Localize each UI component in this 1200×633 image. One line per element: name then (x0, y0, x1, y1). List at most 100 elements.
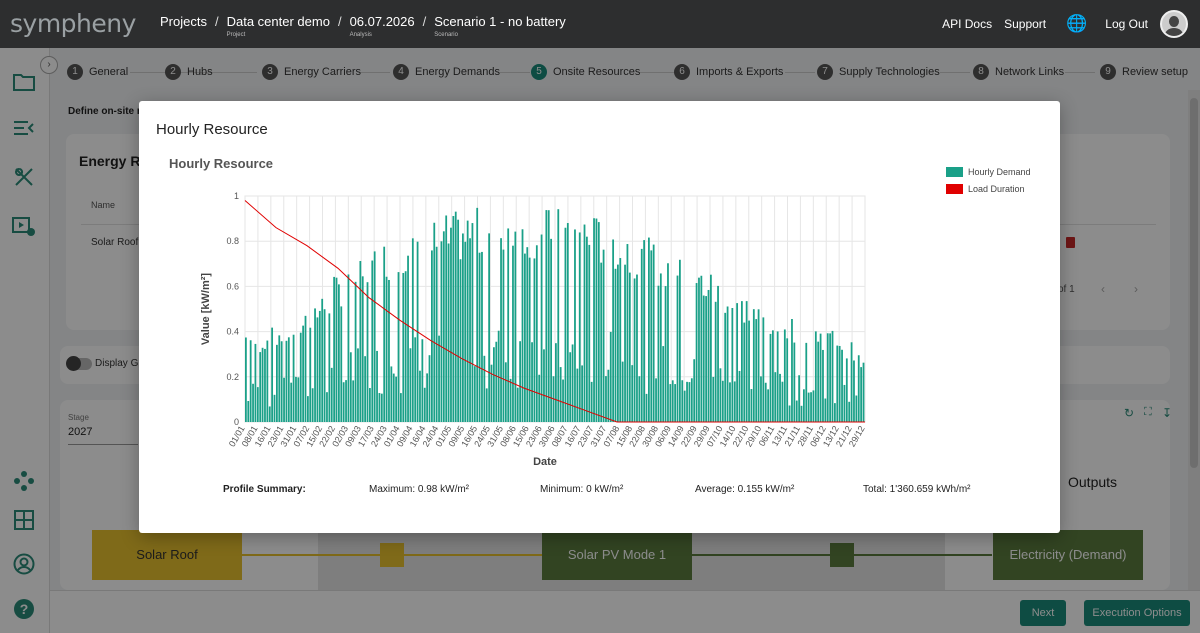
outputs-label: Outputs (1068, 474, 1118, 490)
demand-bar (724, 312, 727, 422)
demand-bar (271, 327, 274, 422)
y-tick-label: 0.2 (226, 372, 239, 382)
demand-bar (698, 277, 700, 422)
demand-bar (414, 337, 417, 422)
demand-bar (285, 340, 288, 422)
folder-icon[interactable] (12, 72, 36, 96)
demand-bar (543, 349, 545, 422)
refresh-icon[interactable]: ↻ (1124, 406, 1135, 420)
play-settings-icon[interactable] (12, 216, 36, 240)
app-logo[interactable]: sympheny (10, 9, 136, 38)
demand-bar (583, 224, 586, 422)
hub-network-icon[interactable] (12, 470, 36, 494)
tools-icon[interactable] (12, 166, 36, 190)
demand-bar (321, 298, 324, 422)
legend-item-hourly-demand[interactable]: Hourly Demand (946, 163, 1031, 180)
load-duration-line (244, 200, 865, 423)
avatar[interactable] (1160, 10, 1188, 38)
demand-bar (743, 322, 746, 422)
list-icon[interactable] (12, 118, 36, 142)
demand-bar (502, 249, 505, 422)
breadcrumb-scenario[interactable]: Scenario 1 - no battery Scenario (434, 14, 566, 38)
display-toggle-switch[interactable] (66, 356, 92, 371)
download-icon[interactable]: ↧ (1162, 406, 1173, 420)
step-imports-exports[interactable]: 6 Imports & Exports (674, 64, 783, 80)
demand-bar (538, 374, 541, 422)
demand-bar (829, 333, 832, 422)
demand-bar (326, 392, 328, 422)
demand-bar (526, 247, 529, 422)
demand-bar (485, 388, 488, 422)
demand-bar (731, 308, 734, 422)
next-button[interactable]: Next (1020, 600, 1066, 626)
breadcrumb-project[interactable]: Data center demo Project (226, 14, 330, 38)
y-tick-label: 0.4 (226, 327, 239, 337)
demand-bar (442, 231, 445, 422)
chart-legend: Hourly Demand Load Duration (946, 163, 1031, 197)
flow-tech-solar-pv[interactable]: Solar PV Mode 1 (542, 530, 692, 580)
demand-bar (738, 370, 741, 422)
name-column-header: Name (91, 200, 116, 210)
demand-bar (316, 317, 319, 422)
help-icon[interactable]: ? (12, 598, 36, 622)
resource-row-name[interactable]: Solar Roof (91, 237, 139, 248)
breadcrumb-analysis[interactable]: 06.07.2026 Analysis (349, 14, 415, 38)
demand-bar (776, 331, 779, 422)
step-onsite-resources[interactable]: 5 Onsite Resources (531, 64, 640, 80)
demand-bar (628, 272, 631, 422)
card-title: Energy Re (79, 153, 149, 169)
step-review-setup[interactable]: 9 Review setup (1100, 64, 1188, 80)
step-general[interactable]: 1 General (67, 64, 128, 80)
step-hubs[interactable]: 2 Hubs (165, 64, 213, 80)
grid-icon[interactable] (12, 510, 36, 534)
step-supply-technologies[interactable]: 7 Supply Technologies (817, 64, 940, 80)
support-link[interactable]: Support (1004, 17, 1047, 31)
flow-output-electricity[interactable]: Electricity (Demand) (993, 530, 1143, 580)
demand-bar (638, 376, 641, 422)
demand-bar (304, 315, 307, 422)
demand-bar (423, 387, 426, 422)
flow-node-yellow[interactable] (380, 543, 404, 567)
demand-bar (690, 378, 693, 422)
demand-bar (860, 367, 863, 422)
demand-bar (447, 243, 450, 422)
prev-page-icon[interactable]: ‹ (1101, 282, 1105, 296)
api-docs-link[interactable]: API Docs (942, 17, 993, 31)
flow-source-solar-roof[interactable]: Solar Roof (92, 530, 242, 580)
demand-bar (395, 376, 398, 422)
step-energy-demands[interactable]: 4 Energy Demands (393, 64, 500, 80)
next-page-icon[interactable]: › (1134, 282, 1138, 296)
fullscreen-icon[interactable]: ⛶ (1144, 406, 1152, 418)
logout-button[interactable]: Log Out (1105, 17, 1148, 31)
demand-bar (266, 340, 269, 422)
demand-bar (812, 390, 815, 422)
demand-bar (376, 350, 378, 422)
delete-icon[interactable] (1066, 237, 1075, 248)
y-tick-label: 0.8 (226, 236, 239, 246)
demand-bar (752, 309, 755, 422)
demand-bar (578, 232, 581, 422)
demand-bar (862, 362, 865, 422)
pagination-text: of 1 (1058, 284, 1075, 295)
demand-bar (307, 396, 309, 422)
sidebar-toggle-chevron-icon[interactable]: › (40, 56, 58, 74)
user-icon[interactable] (12, 553, 36, 577)
flow-node-green[interactable] (830, 543, 854, 567)
demand-bar (264, 348, 266, 422)
demand-bar (824, 398, 827, 422)
demand-bar (490, 364, 493, 422)
step-network-links[interactable]: 8 Network Links (973, 64, 1064, 80)
stage-value[interactable]: 2027 (68, 426, 93, 438)
hourly-resource-chart: 00.20.40.60.8101/0108/0116/0123/0131/010… (200, 191, 867, 468)
legend-item-load-duration[interactable]: Load Duration (946, 180, 1031, 197)
y-tick-label: 0 (234, 417, 239, 427)
demand-bar (714, 301, 717, 422)
breadcrumb-projects[interactable]: Projects (160, 14, 207, 29)
demand-bar (669, 384, 672, 422)
demand-bar (514, 231, 517, 422)
page-scrollbar[interactable] (1188, 90, 1200, 590)
demand-bar (245, 337, 247, 422)
step-energy-carriers[interactable]: 3 Energy Carriers (262, 64, 361, 80)
execution-options-button[interactable]: Execution Options (1084, 600, 1190, 626)
globe-icon[interactable]: 🌐 (1066, 14, 1088, 33)
